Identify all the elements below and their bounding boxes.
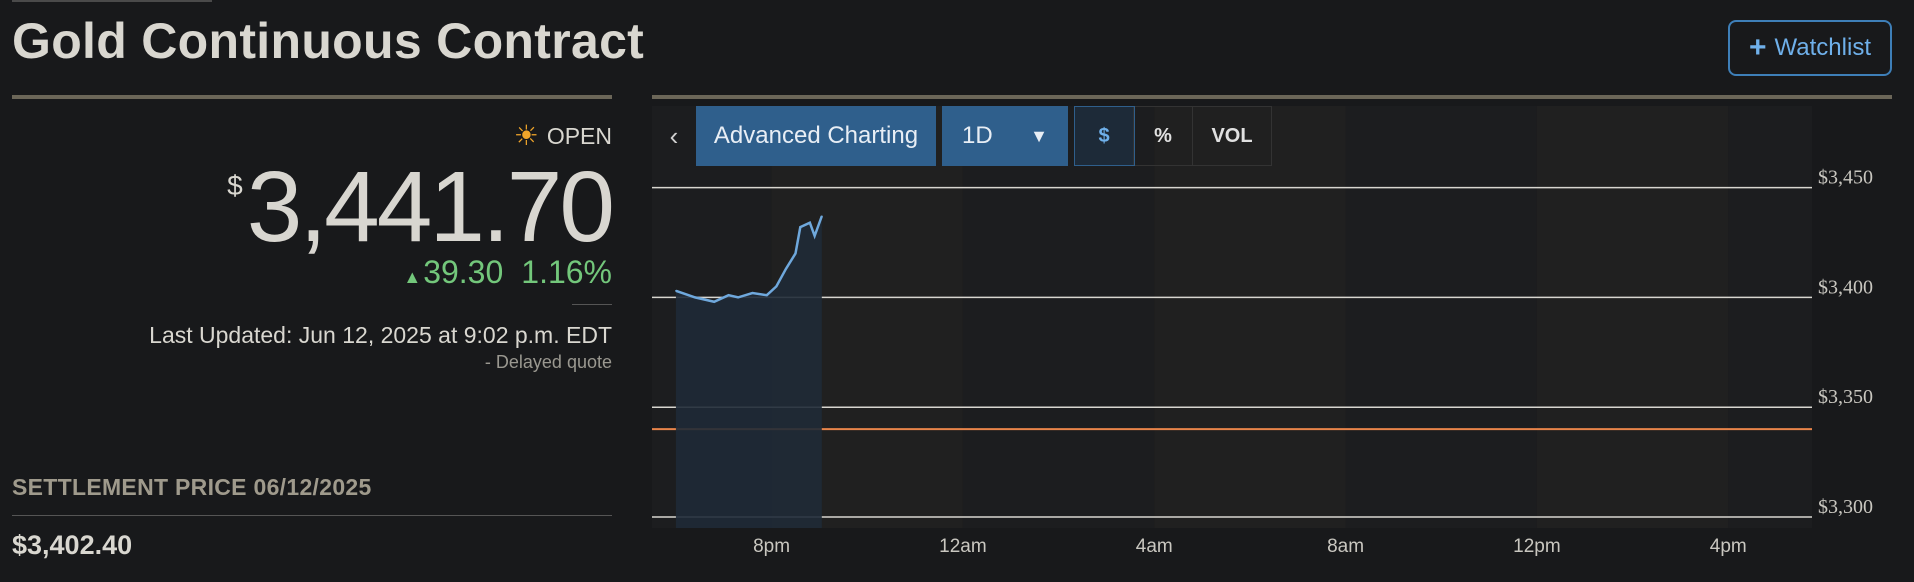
price-change: ▲39.30 1.16% bbox=[403, 254, 612, 291]
chart-toolbar: ‹ Advanced Charting 1D ▼ $ % VOL bbox=[652, 106, 1272, 166]
advanced-charting-button[interactable]: Advanced Charting bbox=[696, 106, 936, 166]
divider-left bbox=[12, 95, 612, 99]
x-tick-label: 4am bbox=[1136, 536, 1173, 557]
chart-band bbox=[1728, 106, 1812, 528]
delayed-quote-note: - Delayed quote bbox=[484, 352, 612, 372]
caret-down-icon: ▼ bbox=[1030, 125, 1048, 146]
data-point bbox=[794, 252, 797, 255]
x-tick-label: 12am bbox=[939, 536, 987, 557]
chevron-left-icon[interactable]: ‹ bbox=[669, 120, 679, 151]
y-tick-label: $3,300 bbox=[1818, 496, 1873, 518]
data-point bbox=[727, 294, 730, 296]
chart-band bbox=[1154, 106, 1346, 528]
data-point bbox=[813, 235, 816, 237]
chart-band bbox=[1536, 106, 1729, 528]
settlement-divider bbox=[12, 515, 612, 516]
change-points: 39.30 bbox=[423, 254, 504, 290]
divider-right bbox=[652, 95, 1892, 99]
data-point bbox=[713, 300, 715, 303]
data-point bbox=[775, 285, 778, 288]
data-point bbox=[821, 215, 823, 217]
x-tick-label: 4pm bbox=[1710, 536, 1747, 557]
chart-band bbox=[962, 106, 1155, 528]
data-point bbox=[799, 226, 802, 228]
currency-toggle[interactable]: $ bbox=[1074, 106, 1135, 166]
percent-toggle[interactable]: % bbox=[1134, 107, 1193, 165]
top-rule bbox=[12, 0, 212, 2]
market-status: ☀ OPEN bbox=[514, 122, 612, 150]
currency-symbol: $ bbox=[227, 170, 243, 201]
market-status-label: OPEN bbox=[546, 122, 612, 149]
chart-band bbox=[1345, 106, 1537, 528]
data-point bbox=[737, 296, 739, 299]
small-divider bbox=[572, 304, 612, 305]
price-block: $ 3,441.70 bbox=[227, 151, 615, 263]
x-tick-label: 8am bbox=[1327, 536, 1364, 557]
time-range-dropdown[interactable]: 1D ▼ bbox=[942, 106, 1068, 166]
data-point bbox=[809, 221, 811, 224]
data-point bbox=[694, 296, 696, 299]
volume-toggle[interactable]: VOL bbox=[1211, 124, 1253, 147]
watchlist-label: Watchlist bbox=[1774, 34, 1871, 61]
sun-icon: ☀ bbox=[513, 120, 539, 151]
last-updated: Last Updated: Jun 12, 2025 at 9:02 p.m. … bbox=[149, 322, 612, 348]
data-point bbox=[751, 292, 754, 294]
data-point bbox=[766, 294, 768, 296]
time-range-label: 1D bbox=[962, 122, 993, 149]
display-toggle-group: $ % VOL bbox=[1074, 106, 1272, 166]
settlement-label: SETTLEMENT PRICE 06/12/2025 bbox=[12, 474, 372, 500]
up-arrow-icon: ▲ bbox=[403, 267, 422, 287]
series-area bbox=[675, 216, 822, 529]
data-point bbox=[675, 289, 677, 292]
y-tick-label: $3,400 bbox=[1818, 276, 1873, 298]
settlement-value: $3,402.40 bbox=[12, 530, 133, 560]
x-tick-label: 8pm bbox=[753, 536, 790, 557]
series-line bbox=[675, 215, 823, 304]
data-point bbox=[785, 268, 787, 270]
plus-icon: + bbox=[1749, 31, 1767, 64]
page-title: Gold Continuous Contract bbox=[12, 13, 645, 69]
add-to-watchlist-button[interactable]: + Watchlist bbox=[1728, 20, 1892, 76]
last-price: 3,441.70 bbox=[246, 151, 615, 263]
y-tick-label: $3,350 bbox=[1818, 386, 1873, 408]
change-percent: 1.16% bbox=[521, 254, 612, 290]
y-tick-label: $3,450 bbox=[1818, 167, 1873, 189]
x-tick-label: 12pm bbox=[1513, 536, 1561, 557]
